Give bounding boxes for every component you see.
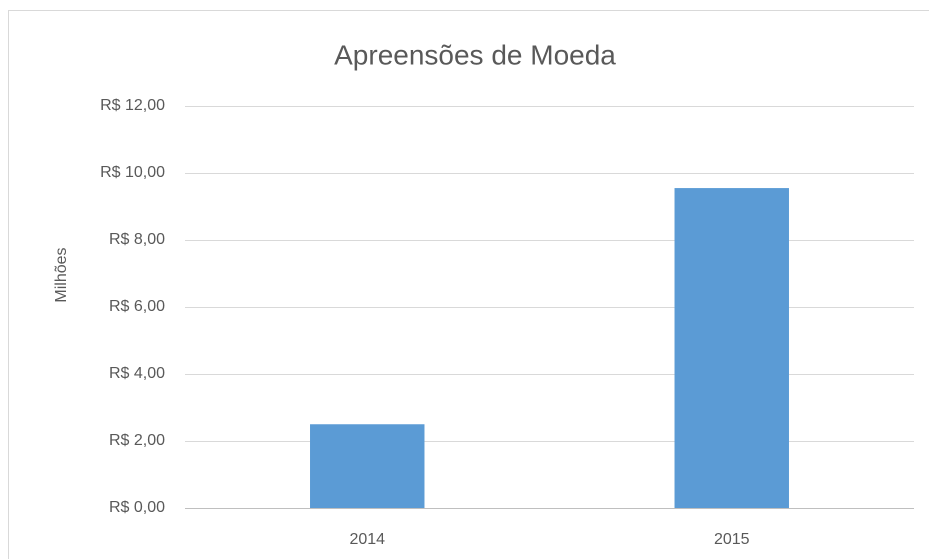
y-tick-label: R$ 2,00: [109, 432, 165, 449]
x-tick-label: 2014: [349, 531, 385, 548]
y-tick-label: R$ 10,00: [100, 164, 165, 181]
bar: [674, 188, 789, 508]
y-tick-label: R$ 4,00: [109, 365, 165, 382]
x-tick-label: 2015: [714, 531, 750, 548]
chart-border: [8, 10, 929, 559]
y-tick-label: R$ 12,00: [100, 97, 165, 114]
y-axis-label: Milhões: [53, 247, 70, 302]
y-tick-label: R$ 6,00: [109, 298, 165, 315]
chart-title: Apreensões de Moeda: [334, 39, 616, 70]
y-tick-label: R$ 0,00: [109, 499, 165, 516]
y-tick-label: R$ 8,00: [109, 231, 165, 248]
bar: [310, 424, 425, 508]
